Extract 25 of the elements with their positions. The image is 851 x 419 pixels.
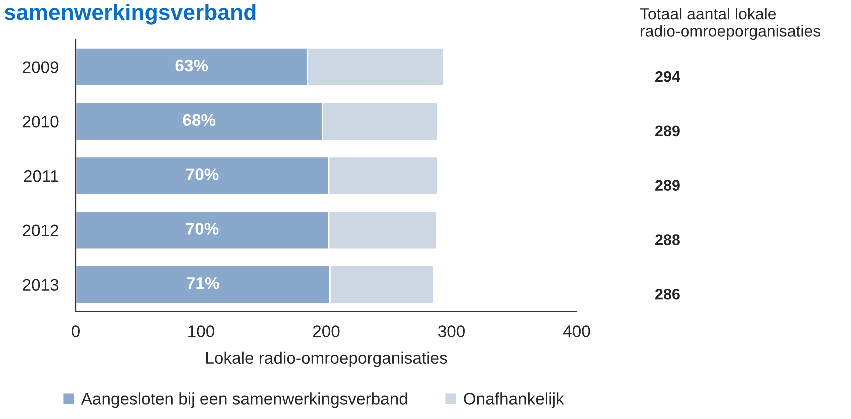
annotation: 68% (183, 114, 216, 126)
x-tick-label: 100 (188, 326, 215, 338)
y-tick-label: 2010 (23, 116, 59, 128)
x-axis-title: Lokale radio-omroeporganisaties (206, 352, 448, 368)
x-tick-label: 0 (72, 326, 80, 338)
annotation: 70% (186, 223, 219, 235)
x-tick-label: 400 (563, 326, 590, 338)
text: 289 (656, 126, 680, 137)
x-tick-label: 300 (438, 326, 466, 338)
text: 289 (656, 180, 680, 191)
legend-label: Aangesloten bij een samenwerkingsverband (81, 392, 408, 408)
y-tick-label: 2013 (23, 279, 59, 292)
x-tick-label: 200 (313, 326, 340, 338)
annotation: 71% (187, 278, 220, 290)
y-tick-label: 2011 (24, 170, 59, 182)
text: 286 (656, 288, 680, 300)
text: 288 (656, 234, 680, 246)
legend-label: Onafhankelijk (464, 392, 564, 408)
text: Totaal aantal lokale radio-omroeporganisaties (640, 8, 821, 40)
chart-title: samenwerkingsverband (4, 4, 256, 25)
y-tick-label: 2009 (23, 62, 59, 74)
text: 294 (656, 71, 680, 82)
annotation: 70% (186, 168, 219, 180)
annotation: 63% (176, 60, 208, 72)
y-tick-label: 2012 (23, 224, 58, 237)
